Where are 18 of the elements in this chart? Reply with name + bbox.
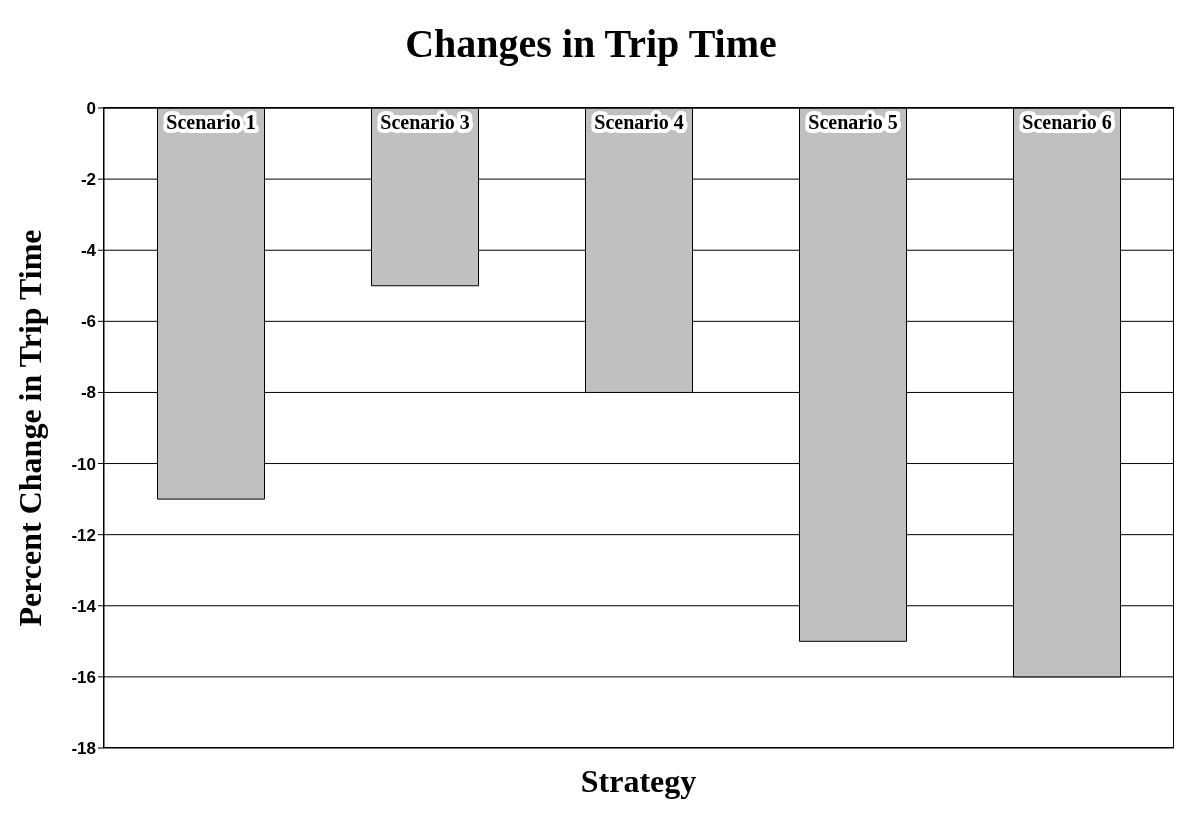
y-tick-label: -10 <box>71 454 96 474</box>
y-tick-label: 0 <box>86 99 96 119</box>
y-axis-title: Percent Change in Trip Time <box>11 228 49 627</box>
y-tick-label: -6 <box>80 312 96 332</box>
y-tick-label: -4 <box>80 241 97 261</box>
chart-title: Changes in Trip Time <box>404 20 778 67</box>
x-tick-label: Scenario 5 <box>808 111 898 133</box>
y-tick-label: -8 <box>80 383 96 403</box>
y-tick-label: -14 <box>71 596 97 616</box>
x-tick-label: Scenario 6 <box>1022 111 1112 133</box>
y-tick-label: -12 <box>71 525 96 545</box>
x-axis-title: Strategy <box>579 763 698 800</box>
y-tick-label: -2 <box>80 170 96 190</box>
x-tick-label: Scenario 3 <box>380 111 470 133</box>
y-tick-label: -18 <box>71 739 96 759</box>
y-tick-label: -16 <box>71 667 96 687</box>
x-tick-label: Scenario 4 <box>594 111 684 133</box>
x-tick-label: Scenario 1 <box>166 111 256 133</box>
